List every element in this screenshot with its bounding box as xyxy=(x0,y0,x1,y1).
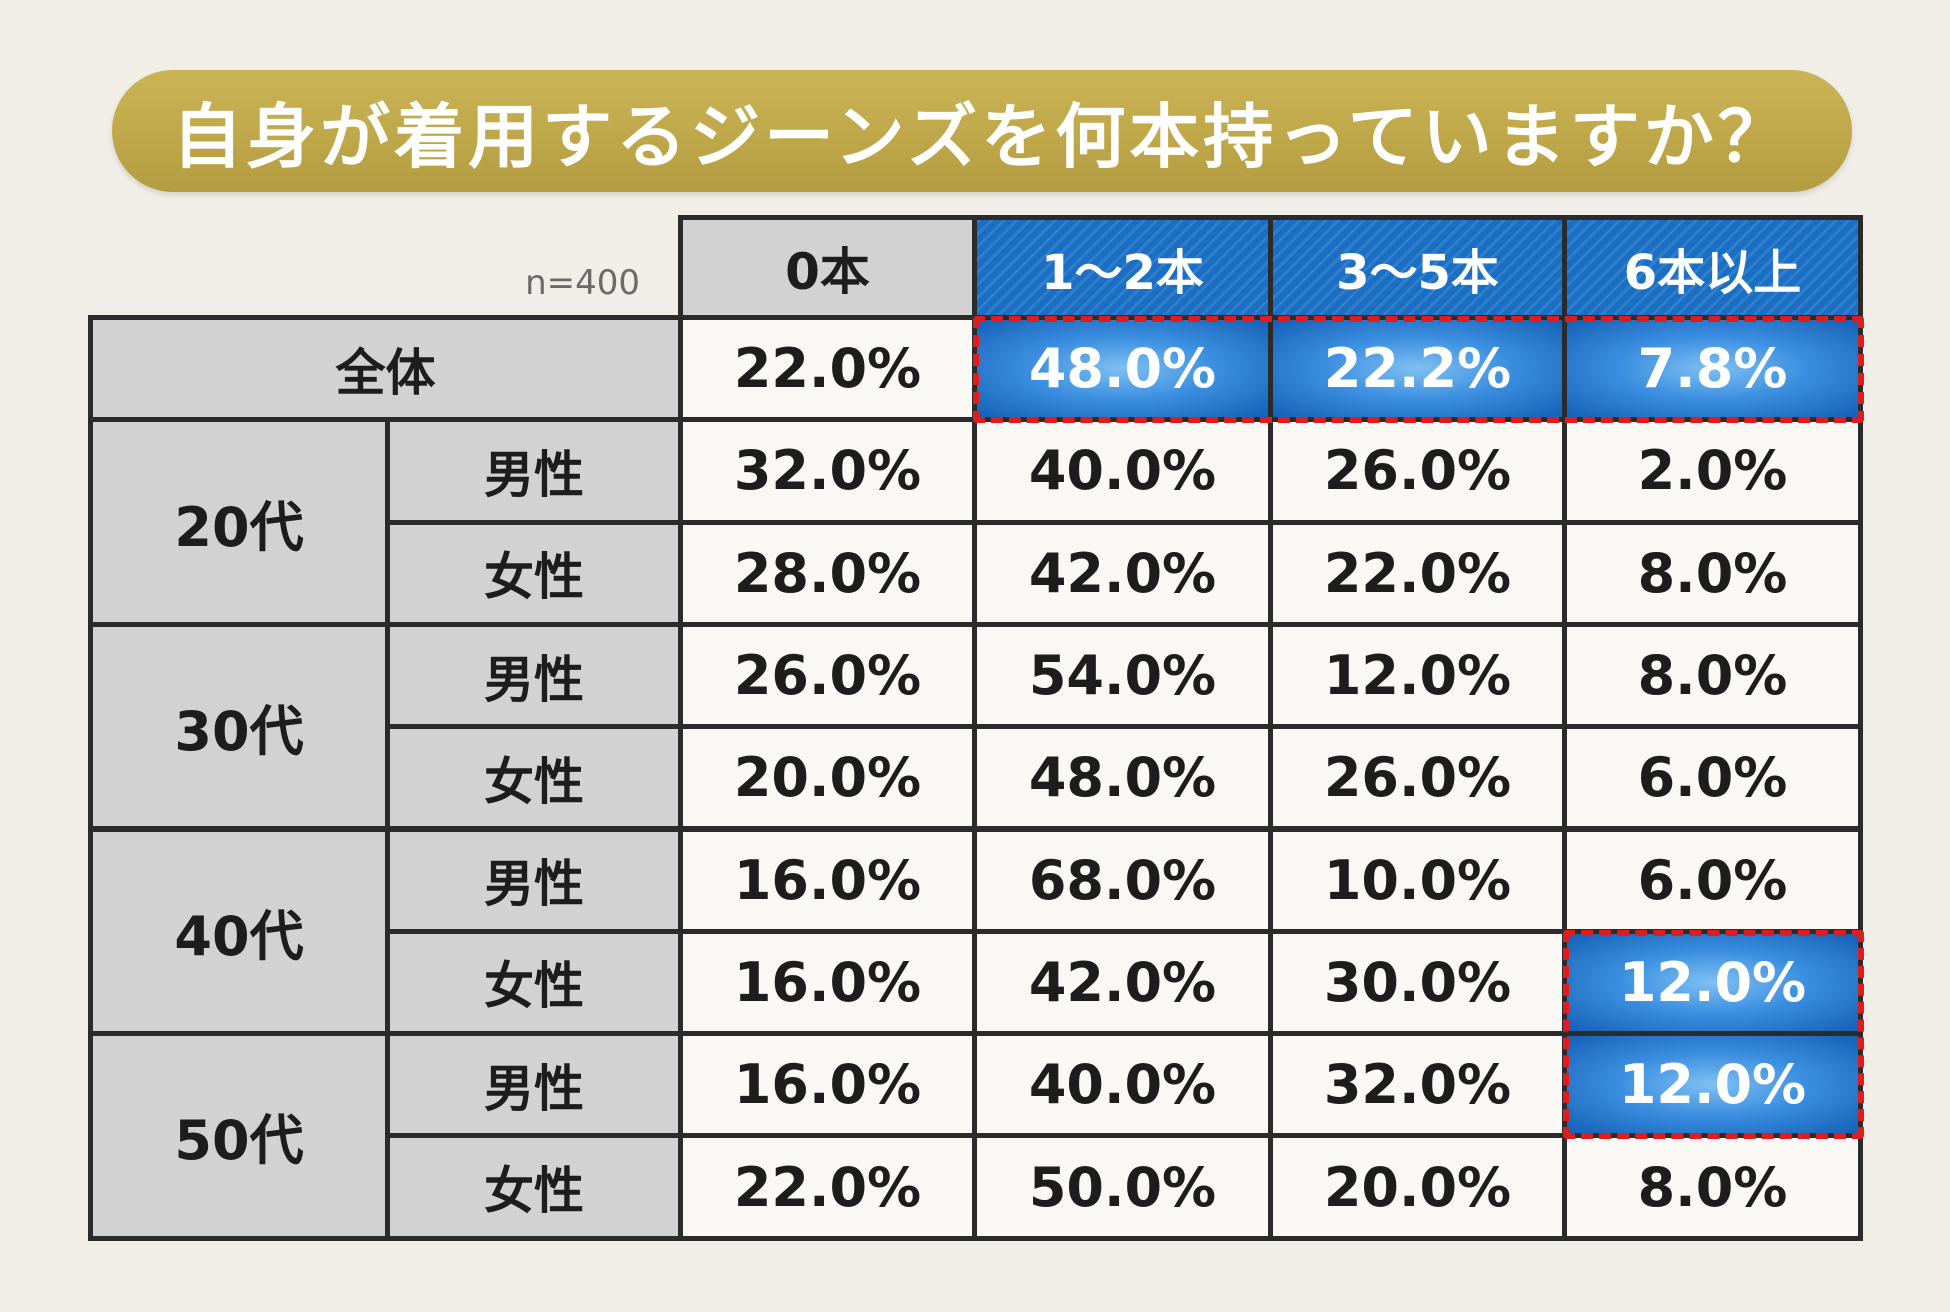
value-cell: 6.0% xyxy=(1567,729,1858,827)
title-banner: 自身が着用するジーンズを何本持っていますか？ xyxy=(112,70,1852,192)
chart-title: 自身が着用するジーンズを何本持っていますか？ xyxy=(172,95,1792,178)
value-cell: 26.0% xyxy=(1273,422,1562,520)
row-sub-label: 女性 xyxy=(390,1138,678,1236)
value-cell: 16.0% xyxy=(683,1036,972,1134)
value-cell: 42.0% xyxy=(977,933,1268,1032)
value-cell: 2.0% xyxy=(1567,422,1858,520)
value-cell: 48.0% xyxy=(977,729,1268,827)
value-cell: 26.0% xyxy=(1273,729,1562,827)
value-cell: 22.0% xyxy=(1273,524,1562,622)
row-group-label: 50代 xyxy=(93,1036,385,1236)
value-cell: 8.0% xyxy=(1567,626,1858,725)
row-sub-label: 女性 xyxy=(390,729,678,827)
value-cell: 26.0% xyxy=(683,626,972,725)
row-group-label: 30代 xyxy=(93,626,385,827)
value-cell: 6.0% xyxy=(1567,831,1858,929)
row-sub-label: 男性 xyxy=(390,422,678,520)
sample-size-label: n=400 xyxy=(525,263,640,303)
value-cell-highlight: 12.0% xyxy=(1567,933,1858,1032)
column-header-4: 6本以上 xyxy=(1567,220,1858,315)
value-cell: 22.0% xyxy=(683,1138,972,1236)
value-cell: 42.0% xyxy=(977,524,1268,622)
value-cell: 68.0% xyxy=(977,831,1268,929)
value-cell: 50.0% xyxy=(977,1138,1268,1236)
row-sub-label: 男性 xyxy=(390,1036,678,1134)
value-cell: 16.0% xyxy=(683,831,972,929)
value-cell: 32.0% xyxy=(683,422,972,520)
value-cell: 30.0% xyxy=(1273,933,1562,1032)
value-cell: 10.0% xyxy=(1273,831,1562,929)
row-sub-label: 女性 xyxy=(390,933,678,1032)
value-cell: 8.0% xyxy=(1567,524,1858,622)
row-group-label: 40代 xyxy=(93,831,385,1032)
column-header-2: 1〜2本 xyxy=(977,220,1268,315)
value-cell: 8.0% xyxy=(1567,1138,1858,1236)
value-cell: 28.0% xyxy=(683,524,972,622)
value-cell-highlight: 22.2% xyxy=(1273,320,1562,418)
row-sub-label: 男性 xyxy=(390,831,678,929)
column-header-1: 0本 xyxy=(683,220,972,315)
value-cell: 12.0% xyxy=(1273,626,1562,725)
row-group-label: 20代 xyxy=(93,422,385,622)
value-cell: 20.0% xyxy=(683,729,972,827)
value-cell: 16.0% xyxy=(683,933,972,1032)
value-cell-highlight: 7.8% xyxy=(1567,320,1858,418)
value-cell-highlight: 12.0% xyxy=(1567,1036,1858,1134)
value-cell: 32.0% xyxy=(1273,1036,1562,1134)
value-cell: 40.0% xyxy=(977,422,1268,520)
row-label-total: 全体 xyxy=(93,320,678,418)
value-cell: 54.0% xyxy=(977,626,1268,725)
value-cell: 22.0% xyxy=(683,320,972,418)
column-header-3: 3〜5本 xyxy=(1273,220,1562,315)
value-cell-highlight: 48.0% xyxy=(977,320,1268,418)
value-cell: 40.0% xyxy=(977,1036,1268,1134)
value-cell: 20.0% xyxy=(1273,1138,1562,1236)
row-sub-label: 男性 xyxy=(390,626,678,725)
row-sub-label: 女性 xyxy=(390,524,678,622)
